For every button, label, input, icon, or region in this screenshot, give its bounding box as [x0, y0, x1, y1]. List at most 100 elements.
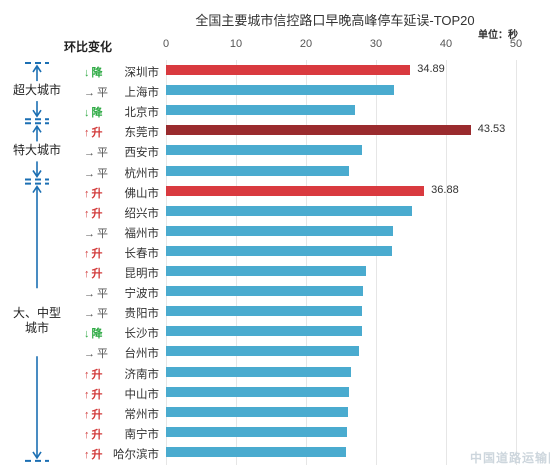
trend-up-icon: ↑ 升	[84, 426, 103, 442]
gridline	[376, 60, 377, 465]
table-row: → 平 福州市	[0, 222, 550, 242]
trend-text: 平	[97, 348, 108, 361]
trend-arrow: →	[84, 147, 95, 160]
trend-text: 升	[91, 247, 103, 260]
city-label: 北京市	[124, 107, 160, 120]
city-label: 深圳市	[124, 67, 160, 79]
bar	[166, 446, 346, 457]
trend-text: 升	[91, 448, 103, 461]
city-label: 长春市	[124, 247, 160, 260]
table-row: → 平 西安市	[0, 141, 550, 161]
trend-flat-icon: → 平	[84, 225, 108, 241]
trend-arrow: ↑	[84, 247, 90, 260]
trend-arrow: →	[84, 288, 95, 301]
city-label: 常州市	[124, 408, 160, 421]
arrow-up-icon	[32, 124, 42, 133]
city-label: 福州市	[124, 227, 160, 240]
city-label: 东莞市	[124, 127, 160, 140]
trend-flat-icon: → 平	[84, 345, 108, 361]
trend-arrow: ↑	[84, 448, 90, 461]
trend-column-header: 环比变化	[64, 40, 113, 54]
bar	[166, 346, 359, 357]
city-label: 台州市	[124, 348, 160, 361]
trend-up-icon: ↑ 升	[84, 406, 103, 422]
table-row: ↑ 升 绍兴市	[0, 202, 550, 222]
trend-arrow: →	[84, 167, 95, 180]
table-row: ↑ 升 南宁市	[0, 423, 550, 443]
trend-arrow: ↓	[84, 328, 90, 341]
bar	[166, 366, 351, 377]
value-label: 34.89	[417, 63, 445, 75]
trend-flat-icon: → 平	[84, 84, 108, 100]
table-row: ↓ 降 北京市	[0, 101, 550, 121]
bar	[166, 65, 411, 75]
trend-up-icon: ↑ 升	[84, 265, 103, 281]
city-label: 哈尔滨市	[113, 448, 159, 461]
value-label: 43.53	[477, 123, 506, 136]
trend-text: 降	[91, 67, 103, 79]
group-brackets	[25, 62, 49, 462]
trend-text: 平	[97, 87, 108, 100]
trend-text: 平	[97, 227, 108, 240]
trend-arrow: ↑	[84, 428, 90, 441]
bar	[166, 406, 348, 417]
trend-arrow: ↓	[84, 67, 90, 79]
bar	[166, 125, 471, 136]
gridline	[166, 60, 167, 465]
bar	[166, 286, 363, 297]
group-label: 大、中型城市	[12, 306, 61, 336]
chart-title: 全国主要城市信控路口早晚高峰停车延误-TOP20	[195, 13, 475, 28]
trend-down-icon: ↓ 降	[84, 104, 103, 120]
bar	[166, 426, 348, 437]
city-label: 西安市	[124, 147, 160, 160]
trend-arrow: →	[84, 87, 95, 100]
table-row: ↑ 升 常州市	[0, 403, 550, 423]
arrow-down-icon	[32, 170, 42, 178]
trend-arrow: →	[84, 348, 95, 361]
trend-text: 升	[91, 408, 103, 421]
trend-up-icon: ↑ 升	[84, 185, 103, 201]
trend-arrow: ↑	[84, 207, 90, 220]
gridline	[446, 60, 447, 465]
city-label: 贵阳市	[124, 308, 160, 321]
trend-arrow: ↑	[84, 388, 90, 401]
trend-up-icon: ↑ 升	[84, 386, 103, 402]
table-row: ↓ 降 深圳市 34.89	[0, 61, 550, 81]
trend-flat-icon: → 平	[84, 285, 108, 301]
trend-text: 平	[97, 288, 108, 301]
trend-text: 降	[91, 107, 103, 120]
x-tick-label: 20	[299, 38, 313, 50]
city-label: 上海市	[124, 87, 160, 100]
bar	[166, 306, 362, 317]
gridline	[306, 60, 307, 465]
trend-arrow: ↑	[84, 187, 90, 200]
bar	[166, 165, 350, 176]
table-row: → 平 宁波市	[0, 282, 550, 302]
trend-arrow: ↑	[84, 368, 90, 381]
table-row: ↑ 升 济南市	[0, 363, 550, 383]
table-row: ↑ 升 东莞市 43.53	[0, 121, 550, 141]
trend-text: 平	[97, 308, 108, 321]
trend-flat-icon: → 平	[84, 305, 108, 321]
arrow-up-icon	[32, 185, 42, 194]
x-tick-label: 30	[369, 38, 383, 50]
bar	[166, 105, 355, 116]
city-label: 佛山市	[124, 187, 160, 200]
trend-arrow: ↑	[84, 268, 90, 280]
x-tick-label: 0	[162, 38, 170, 50]
city-label: 南宁市	[124, 428, 160, 441]
table-row: ↑ 升 中山市	[0, 383, 550, 403]
x-tick-label: 50	[509, 38, 523, 50]
table-row: ↑ 升 长春市	[0, 242, 550, 262]
city-label: 宁波市	[124, 288, 160, 301]
trend-arrow: ↑	[84, 408, 90, 421]
watermark-logo: 中国道路运输网	[470, 451, 550, 465]
trend-arrow: →	[84, 308, 95, 321]
bar	[166, 145, 362, 156]
city-label: 杭州市	[124, 167, 160, 180]
trend-text: 升	[91, 268, 103, 280]
bar	[166, 205, 413, 216]
value-label: 36.88	[431, 183, 459, 196]
trend-text: 升	[91, 368, 103, 381]
trend-up-icon: ↑ 升	[84, 124, 103, 140]
